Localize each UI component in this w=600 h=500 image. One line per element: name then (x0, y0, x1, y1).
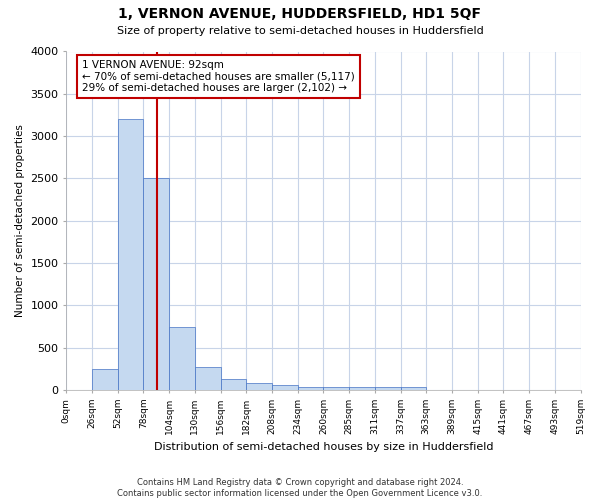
Bar (246, 384, 272, 390)
Bar (349, 387, 375, 390)
Text: 1, VERNON AVENUE, HUDDERSFIELD, HD1 5QF: 1, VERNON AVENUE, HUDDERSFIELD, HD1 5QF (119, 8, 482, 22)
Text: 1 VERNON AVENUE: 92sqm
← 70% of semi-detached houses are smaller (5,117)
29% of : 1 VERNON AVENUE: 92sqm ← 70% of semi-det… (82, 60, 355, 93)
X-axis label: Distribution of semi-detached houses by size in Huddersfield: Distribution of semi-detached houses by … (154, 442, 493, 452)
Y-axis label: Number of semi-detached properties: Number of semi-detached properties (15, 124, 25, 318)
Bar (169, 326, 195, 390)
Bar (221, 379, 246, 390)
Bar (272, 386, 298, 390)
Bar (118, 119, 143, 390)
Bar (298, 387, 323, 390)
Bar (195, 368, 221, 390)
Text: Size of property relative to semi-detached houses in Huddersfield: Size of property relative to semi-detach… (116, 26, 484, 36)
Bar (375, 387, 401, 390)
Bar (323, 387, 349, 390)
Text: Contains HM Land Registry data © Crown copyright and database right 2024.
Contai: Contains HM Land Registry data © Crown c… (118, 478, 482, 498)
Bar (92, 369, 118, 390)
Bar (143, 178, 169, 390)
Bar (401, 387, 426, 390)
